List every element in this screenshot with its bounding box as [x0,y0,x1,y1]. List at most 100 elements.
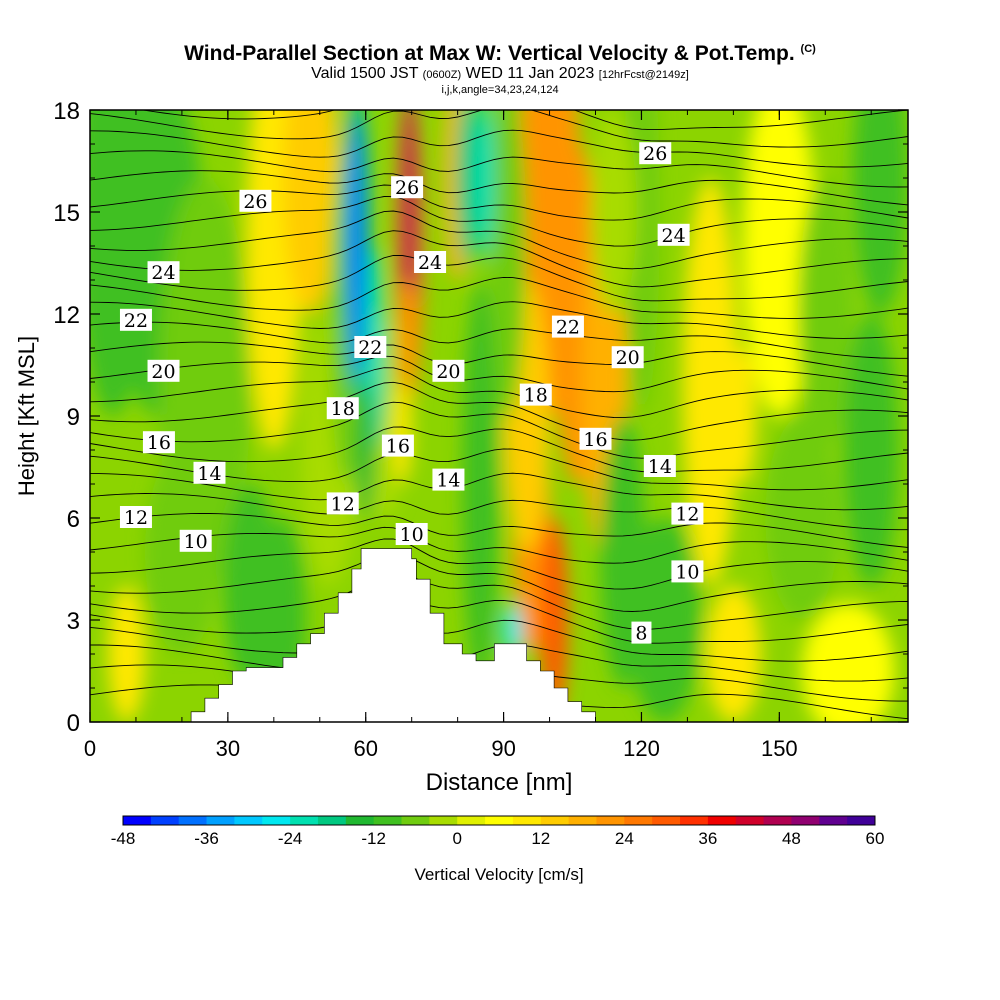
contour-label-12: 12 [326,492,359,515]
contour-label-text: 12 [675,504,699,526]
contour-label-text: 8 [635,623,647,645]
contour-label-20: 20 [147,359,180,383]
contour-label-text: 12 [331,493,355,515]
contour-label-18: 18 [326,397,359,420]
colorbar-frame [122,815,876,826]
chart-title: Wind-Parallel Section at Max W: Vertical… [184,42,795,65]
colorbar-swatch [373,816,403,825]
contour-label-24: 24 [147,261,180,284]
colorbar-swatch [457,816,486,825]
x-tick-label: 60 [353,736,377,761]
x-tick-label: 150 [761,736,798,761]
contour-label-24: 24 [414,251,447,274]
valid-time: Valid 1500 JST [311,65,419,82]
contour-label-8: 8 [631,621,652,645]
y-tick-label: 0 [67,710,80,737]
colorbar-swatch [290,816,319,825]
colorbar-label: Vertical Velocity [cm/s] [414,865,583,884]
contour-label-text: 26 [243,191,267,213]
y-tick-label: 9 [67,404,80,431]
contour-label-text: 10 [400,524,424,546]
contour-label-text: 14 [197,463,221,485]
vertical-velocity-field [90,110,908,722]
contour-label-16: 16 [381,434,414,458]
colorbar-tick-label: 48 [782,829,801,848]
colorbar-swatch [512,816,542,825]
valid-date: WED 11 Jan 2023 [465,65,595,82]
contour-label-text: 10 [675,561,699,583]
contour-label-text: 24 [151,262,175,284]
colorbar-swatch [345,816,375,825]
colorbar-swatch [150,816,180,825]
colorbar-tick-label: 0 [452,829,461,848]
colorbar-swatch [735,816,765,825]
colorbar-swatch [178,816,208,825]
valid-utc: (0600Z) [422,69,462,81]
colorbar-tick-label: -48 [111,829,136,848]
contour-label-text: 16 [386,436,410,458]
contour-label-text: 20 [616,347,640,369]
contour-label-14: 14 [432,468,465,492]
colorbar-swatch [707,816,737,825]
x-axis: 0 30 60 90 120 150 [84,110,872,761]
x-tick-label: 90 [491,736,515,761]
contour-label-26: 26 [639,142,672,165]
contour-label-text: 12 [124,507,148,529]
contour-label-text: 16 [583,429,607,451]
contour-label-text: 14 [436,470,460,492]
y-axis: 0 3 6 9 12 15 18 [53,98,908,737]
y-tick-label: 3 [67,608,80,635]
colorbar-swatch [123,816,152,825]
x-axis-label: Distance [nm] [426,769,573,796]
colorbar-swatch [847,816,876,825]
contour-label-10: 10 [671,560,704,583]
colorbar-swatch [401,816,430,825]
y-tick-label: 18 [53,98,80,125]
contour-label-text: 14 [648,456,672,478]
copyright-mark: (C) [800,43,816,55]
contour-label-24: 24 [657,223,690,247]
contour-label-14: 14 [193,461,226,485]
contour-label-text: 24 [662,225,686,247]
contour-label-text: 24 [418,252,442,274]
contour-label-22: 22 [551,315,584,339]
colorbar-tick-label: -36 [194,829,219,848]
contour-label-text: 22 [556,317,580,339]
x-tick-label: 0 [84,736,96,761]
contour-label-18: 18 [519,383,552,407]
colorbar-swatch [234,816,263,825]
contour-label-12: 12 [119,506,152,529]
contour-label-text: 10 [184,531,208,553]
colorbar-swatch [680,816,709,825]
grid-info: i,j,k,angle=34,23,24,124 [441,84,559,96]
contour-label-text: 22 [358,337,382,359]
theta-contour-labels: 26 26 26 24 24 24 22 22 22 20 20 20 18 18 16 16 16 14 14 14… [119,142,704,645]
y-tick-label: 6 [67,506,80,533]
contour-label-26: 26 [391,176,424,199]
colorbar-tick-label: -12 [361,829,386,848]
contour-label-22: 22 [354,336,387,359]
contour-label-text: 20 [436,361,460,383]
colorbar-swatch [763,816,792,825]
contour-label-10: 10 [179,529,212,553]
contour-label-text: 20 [151,361,175,383]
x-tick-label: 30 [216,736,240,761]
colorbar-tick-label: 24 [615,829,634,848]
contour-label-16: 16 [142,431,175,454]
colorbar-swatch [819,816,848,825]
colorbar-swatch [317,816,347,825]
colorbar-tick-label: 36 [698,829,717,848]
contour-label-20: 20 [432,359,465,383]
colorbar-swatch [568,816,597,825]
contour-label-text: 18 [524,385,548,407]
title-block: Wind-Parallel Section at Max W: Vertical… [0,38,1000,97]
colorbar: -48 -36 -24 -12 0 12 24 36 48 60 [111,815,884,848]
y-tick-label: 15 [53,200,80,227]
colorbar-tick-label: 12 [531,829,550,848]
contour-label-text: 22 [124,310,148,332]
contour-label-10: 10 [395,523,428,546]
colorbar-tick-label: -24 [278,829,303,848]
colorbar-swatch [596,816,625,825]
colorbar-swatch [429,816,458,825]
